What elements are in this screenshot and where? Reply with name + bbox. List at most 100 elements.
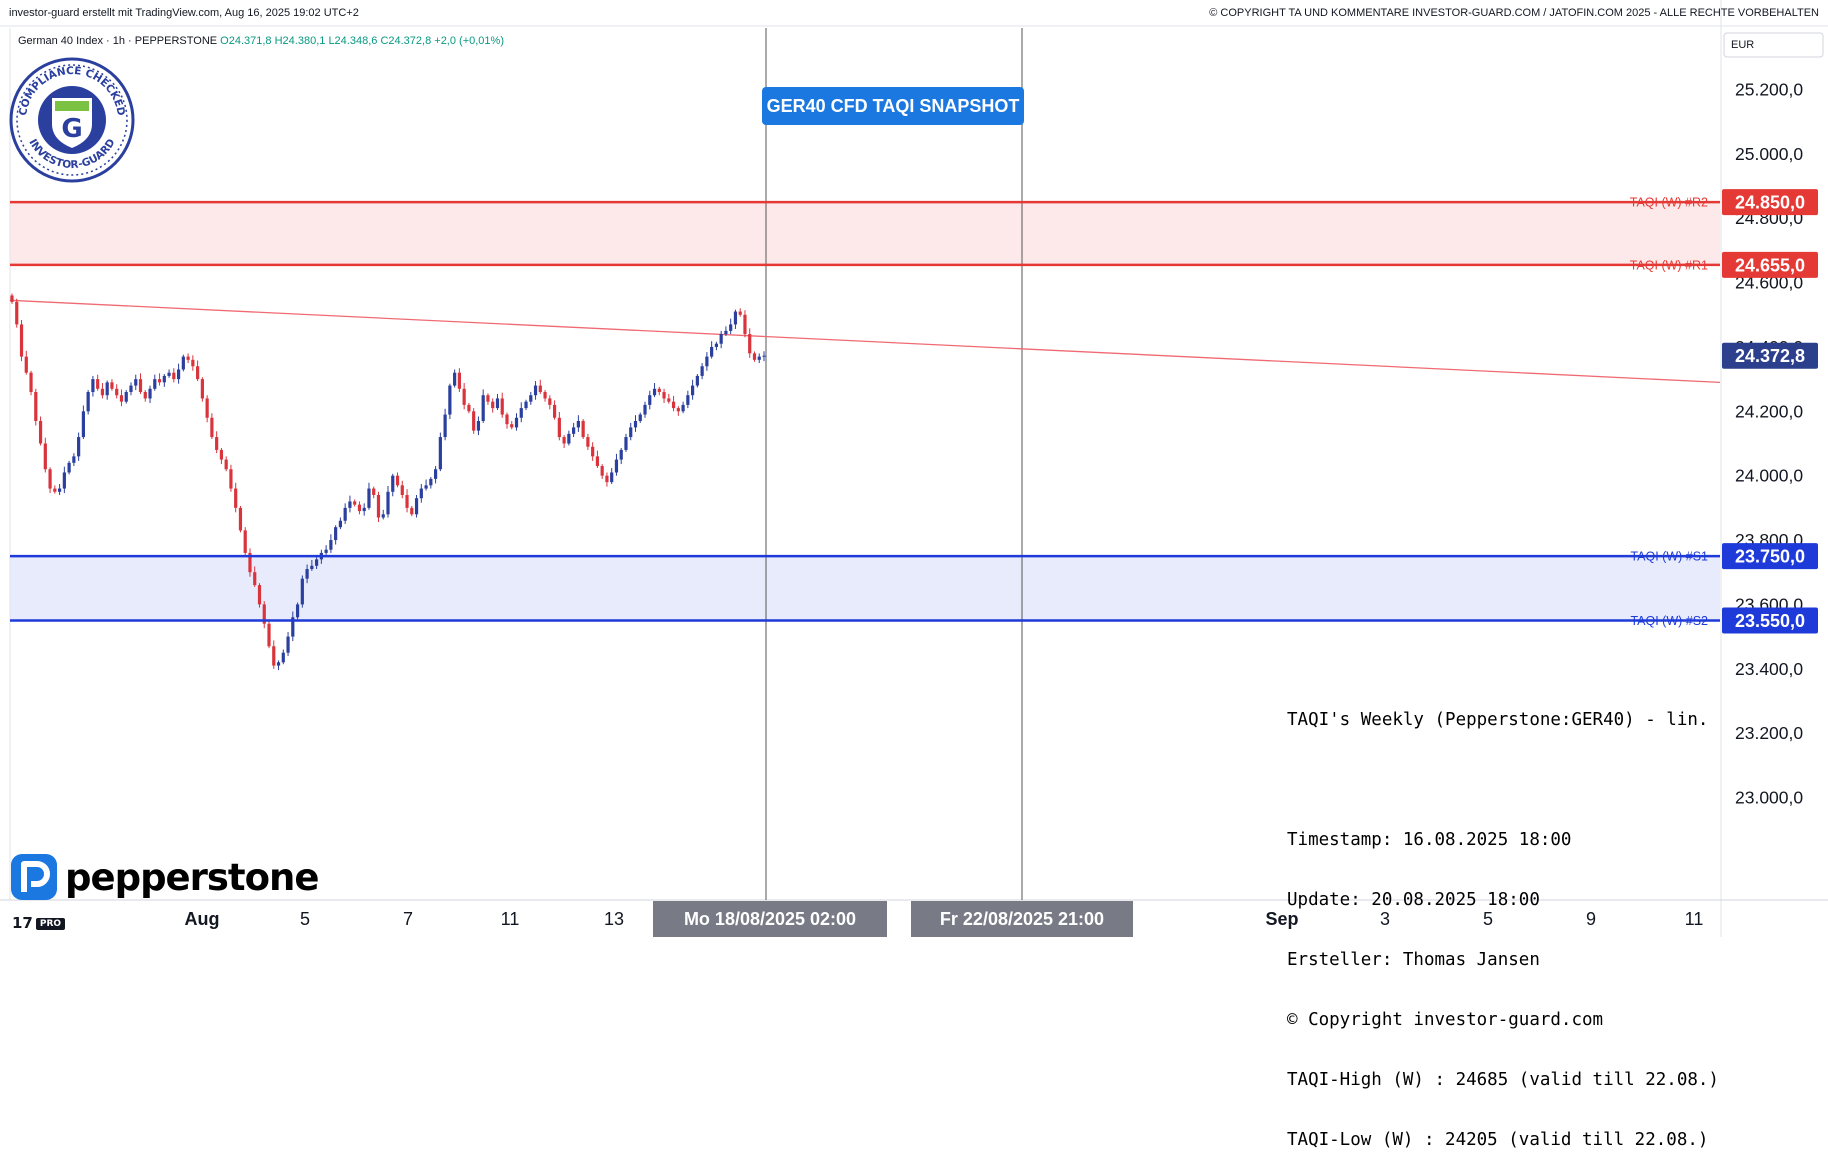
candle-body[interactable]: [24, 356, 28, 373]
candle-body[interactable]: [43, 443, 47, 470]
candle-body[interactable]: [414, 498, 419, 515]
candle-body[interactable]: [714, 343, 719, 347]
candle-body[interactable]: [315, 559, 319, 566]
candle-body[interactable]: [276, 662, 281, 666]
candle-body[interactable]: [538, 385, 542, 393]
candle-body[interactable]: [705, 356, 709, 367]
candle-body[interactable]: [671, 401, 676, 409]
candle-body[interactable]: [200, 379, 204, 399]
currency-box[interactable]: [1723, 32, 1824, 58]
candle-body[interactable]: [67, 462, 71, 473]
candle-body[interactable]: [119, 395, 124, 402]
candle-body[interactable]: [681, 404, 685, 412]
time-axis[interactable]: Aug 5 7 11 13 Mo 18/08/2025 02:00 Fr 22/08/202…: [185, 901, 1704, 937]
candle-body[interactable]: [576, 420, 580, 428]
candle-body[interactable]: [310, 565, 314, 570]
tradingview-logo[interactable]: 17 PRO: [12, 914, 66, 932]
candle-body[interactable]: [491, 401, 495, 409]
candle-body[interactable]: [510, 424, 514, 428]
candle-body[interactable]: [419, 488, 423, 499]
candle-body[interactable]: [86, 392, 90, 412]
candle-body[interactable]: [743, 314, 747, 335]
candle-body[interactable]: [472, 411, 476, 431]
candle-body[interactable]: [34, 392, 38, 421]
candle-body[interactable]: [153, 379, 157, 389]
candle-body[interactable]: [562, 437, 566, 444]
candle-body[interactable]: [762, 355, 766, 357]
candle-body[interactable]: [281, 652, 285, 663]
candle-body[interactable]: [476, 420, 481, 431]
symbol-name[interactable]: German 40 Index · 1h · PEPPERSTONE: [18, 35, 218, 47]
candle-body[interactable]: [605, 475, 609, 483]
candle-body[interactable]: [633, 420, 638, 428]
candle-body[interactable]: [15, 301, 19, 325]
candle-body[interactable]: [624, 437, 628, 450]
candle-body[interactable]: [748, 334, 752, 354]
candle-body[interactable]: [224, 459, 228, 470]
candle-body[interactable]: [262, 604, 266, 624]
candle-body[interactable]: [134, 379, 138, 386]
candle-body[interactable]: [757, 356, 761, 360]
candle-body[interactable]: [19, 324, 24, 357]
candle-body[interactable]: [610, 472, 614, 483]
candle-body[interactable]: [591, 446, 595, 457]
candle-body[interactable]: [162, 375, 166, 383]
candle-body[interactable]: [500, 398, 504, 415]
candle-body[interactable]: [543, 392, 547, 399]
candle-body[interactable]: [167, 372, 171, 376]
candle-body[interactable]: [100, 388, 105, 396]
candle-body[interactable]: [129, 385, 133, 393]
candle-body[interactable]: [443, 414, 447, 438]
candle-body[interactable]: [191, 359, 195, 367]
candle-body[interactable]: [619, 449, 623, 460]
candle-body[interactable]: [667, 398, 671, 402]
candle-body[interactable]: [519, 408, 523, 418]
candle-body[interactable]: [453, 372, 457, 386]
symbol-legend[interactable]: German 40 Index · 1h · PEPPERSTONE O24.3…: [18, 35, 504, 47]
candle-body[interactable]: [234, 488, 238, 508]
candle-body[interactable]: [338, 520, 343, 528]
candle-body[interactable]: [238, 507, 243, 531]
candle-body[interactable]: [362, 507, 366, 512]
candle-body[interactable]: [291, 617, 295, 637]
candle-body[interactable]: [657, 388, 661, 393]
candle-body[interactable]: [729, 324, 733, 331]
level-price-badge[interactable]: [1722, 607, 1818, 634]
level-lines[interactable]: TAQI (W) #R2 TAQI (W) #R1 TAQI (W) #S1 TAQI…: [10, 196, 1720, 628]
last-price-badge[interactable]: [1722, 342, 1818, 369]
candle-body[interactable]: [738, 311, 742, 315]
time-marker-badge[interactable]: [653, 901, 887, 937]
candle-body[interactable]: [652, 388, 657, 396]
candle-body[interactable]: [376, 494, 381, 518]
candle-body[interactable]: [267, 623, 271, 647]
candle-body[interactable]: [219, 449, 224, 460]
candle-body[interactable]: [10, 295, 14, 302]
candle-body[interactable]: [586, 437, 590, 447]
candle-body[interactable]: [514, 417, 519, 428]
candle-body[interactable]: [662, 392, 666, 399]
candle-body[interactable]: [448, 385, 452, 415]
candle-body[interactable]: [529, 395, 533, 402]
candle-body[interactable]: [334, 527, 338, 541]
candle-body[interactable]: [196, 366, 200, 380]
candle-body[interactable]: [253, 572, 257, 586]
candle-body[interactable]: [391, 475, 395, 492]
candle-body[interactable]: [353, 501, 357, 505]
candle-body[interactable]: [691, 385, 695, 396]
candle-body[interactable]: [486, 395, 490, 402]
candle-body[interactable]: [386, 491, 390, 515]
candle-body[interactable]: [752, 353, 757, 360]
candle-body[interactable]: [138, 379, 143, 393]
candle-body[interactable]: [248, 552, 252, 573]
candle-body[interactable]: [695, 375, 699, 386]
candle-body[interactable]: [105, 382, 109, 396]
candle-body[interactable]: [410, 507, 414, 515]
price-chart[interactable]: TAQI (W) #R2 TAQI (W) #R1 TAQI (W) #S1 TAQI…: [0, 0, 1828, 937]
candle-body[interactable]: [557, 417, 561, 438]
candle-body[interactable]: [229, 469, 233, 489]
candle-body[interactable]: [700, 366, 704, 376]
candle-body[interactable]: [357, 504, 362, 512]
candles-layer[interactable]: [10, 293, 766, 671]
candle-body[interactable]: [286, 636, 290, 653]
candle-body[interactable]: [567, 433, 571, 444]
